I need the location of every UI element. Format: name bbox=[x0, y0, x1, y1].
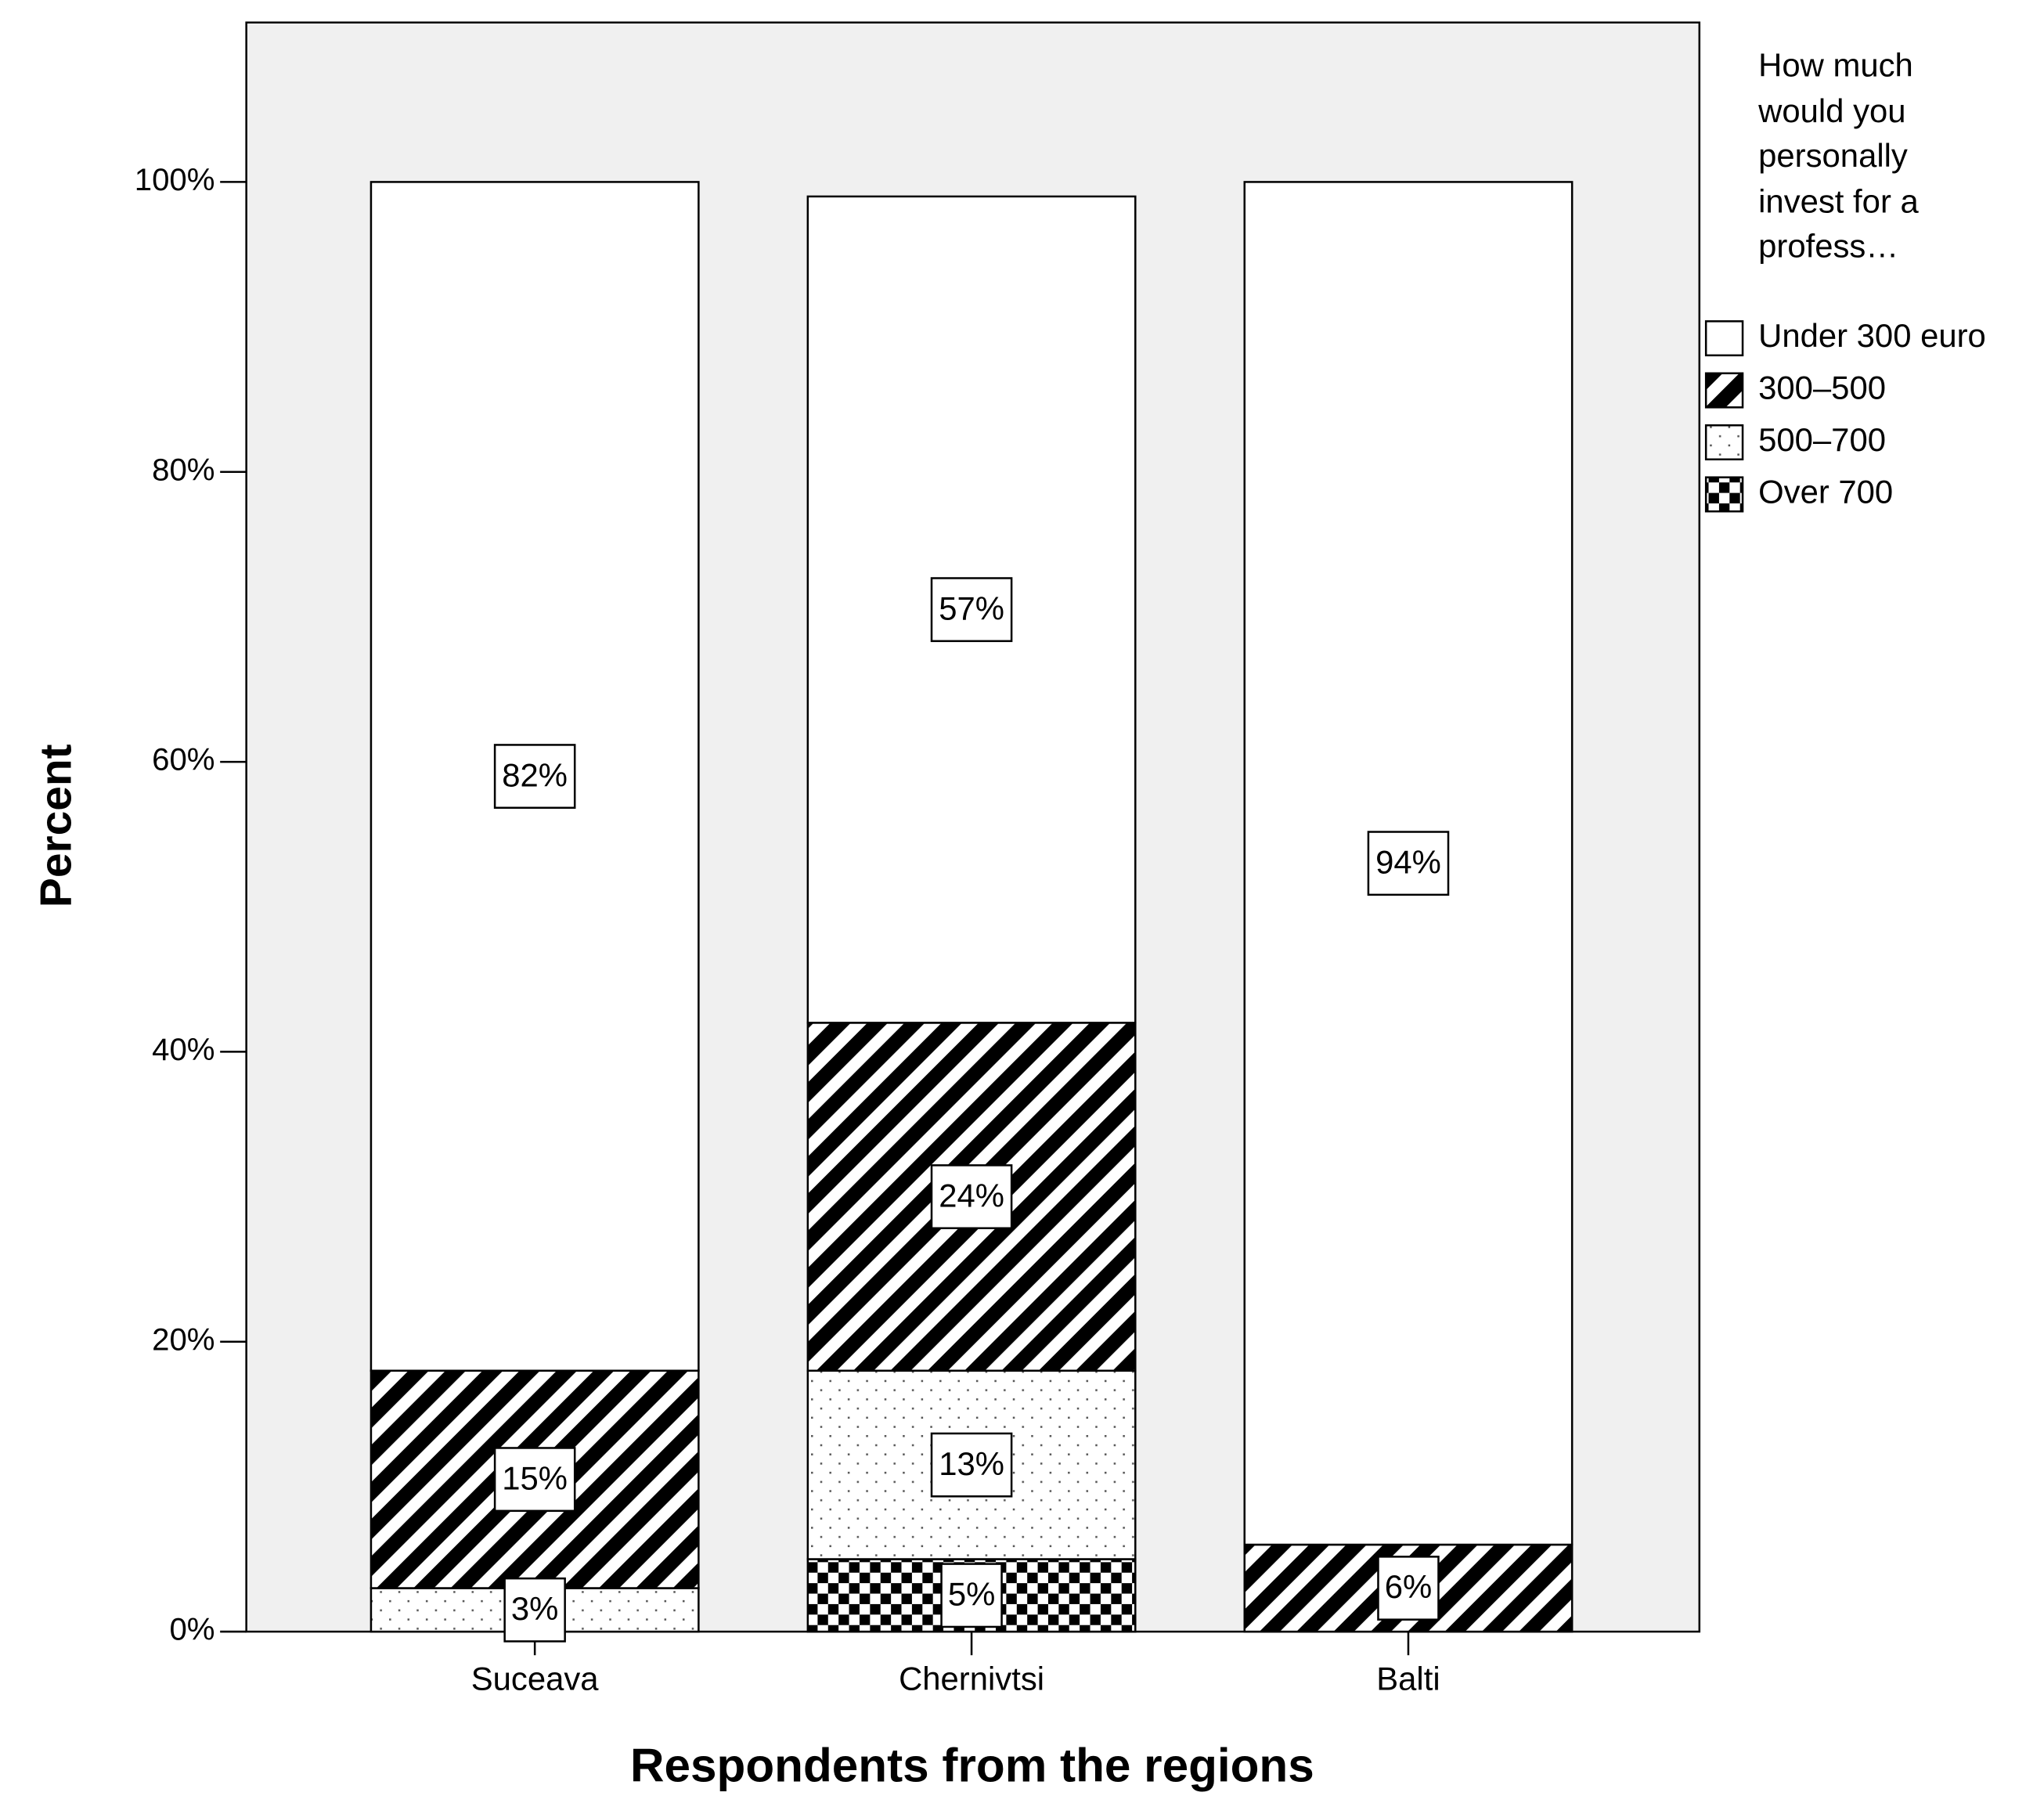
y-tick-label: 100% bbox=[135, 162, 215, 197]
x-axis-title: Respondents from the regions bbox=[630, 1739, 1314, 1792]
value-label: 82% bbox=[502, 756, 568, 793]
y-tick-label: 60% bbox=[152, 742, 214, 777]
y-tick-label: 0% bbox=[169, 1612, 214, 1647]
value-label: 57% bbox=[939, 590, 1004, 626]
value-label: 15% bbox=[502, 1459, 568, 1496]
legend-swatch bbox=[1704, 320, 1744, 357]
legend-label: Under 300 euro bbox=[1758, 317, 1986, 354]
legend-title-box: How much would you personally invest for… bbox=[1758, 47, 1919, 265]
value-label-box bbox=[1377, 1556, 1440, 1621]
legend-swatch bbox=[1704, 476, 1744, 513]
value-label-box bbox=[930, 1164, 1013, 1229]
value-label-box bbox=[493, 744, 576, 810]
value-label: 5% bbox=[948, 1575, 995, 1612]
bar-segment bbox=[806, 1369, 1137, 1560]
x-tick-label: Balti bbox=[1376, 1661, 1440, 1697]
legend-label: 500–700 bbox=[1758, 421, 1886, 458]
value-label: 24% bbox=[939, 1177, 1004, 1214]
value-label-box bbox=[930, 577, 1013, 643]
value-label-box bbox=[503, 1577, 566, 1643]
x-tick-label: Suceava bbox=[471, 1661, 600, 1697]
value-label-box bbox=[930, 1432, 1013, 1498]
value-label: 6% bbox=[1385, 1568, 1432, 1605]
value-label: 3% bbox=[511, 1590, 558, 1627]
value-label: 13% bbox=[939, 1445, 1004, 1482]
value-label-box bbox=[493, 1447, 576, 1513]
legend-label: 300–500 bbox=[1758, 370, 1886, 406]
y-tick-label: 80% bbox=[152, 452, 214, 487]
y-tick-label: 20% bbox=[152, 1322, 214, 1357]
y-tick-label: 40% bbox=[152, 1032, 214, 1067]
legend-title: How much would you personally invest for… bbox=[1758, 47, 1919, 265]
legend-swatch bbox=[1704, 424, 1744, 461]
legend-swatch bbox=[1704, 372, 1744, 409]
legend-label: Over 700 bbox=[1758, 473, 1893, 510]
value-label: 94% bbox=[1375, 843, 1441, 880]
x-tick-label: Chernivtsi bbox=[899, 1661, 1044, 1697]
value-label-box bbox=[940, 1563, 1003, 1628]
y-axis-title: Percent bbox=[31, 744, 81, 907]
value-label-box bbox=[1367, 831, 1450, 896]
